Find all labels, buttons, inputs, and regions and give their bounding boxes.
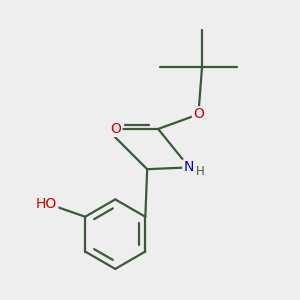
Text: H: H <box>196 165 205 178</box>
Text: HO: HO <box>36 197 57 211</box>
Text: O: O <box>111 122 122 136</box>
Text: N: N <box>183 160 194 174</box>
Text: O: O <box>193 107 204 121</box>
